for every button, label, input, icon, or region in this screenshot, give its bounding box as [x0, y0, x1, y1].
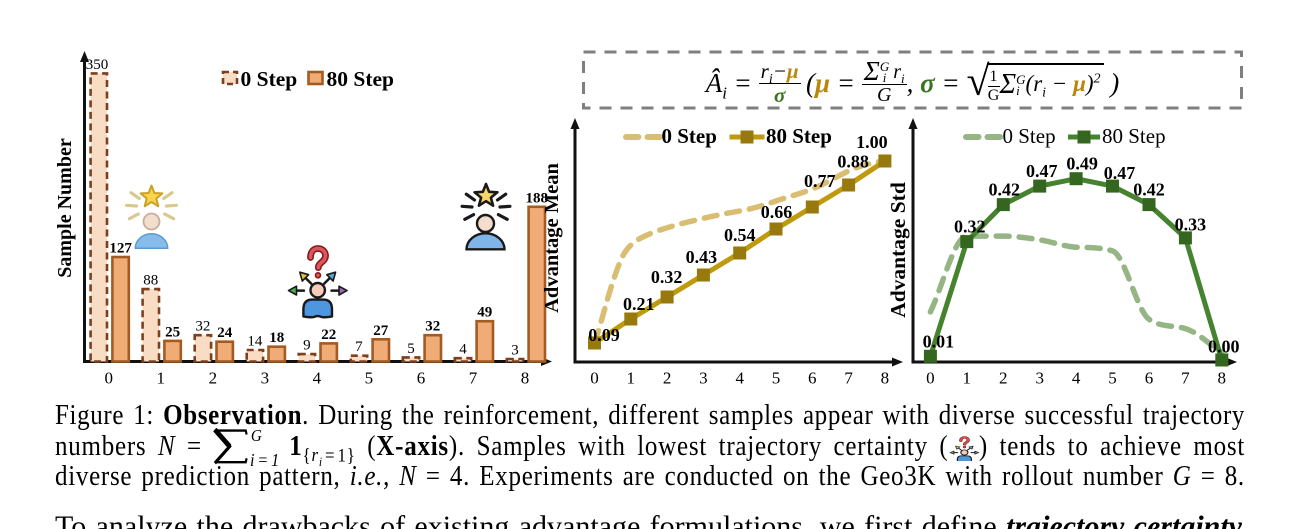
- svg-text:7: 7: [355, 339, 363, 355]
- svg-text:2: 2: [209, 369, 218, 388]
- svg-text:6: 6: [808, 369, 817, 388]
- svg-text:2: 2: [999, 369, 1008, 388]
- svg-text:0.47: 0.47: [1026, 161, 1058, 181]
- svg-text:88: 88: [143, 273, 158, 289]
- svg-text:32: 32: [425, 319, 440, 335]
- svg-text:25: 25: [165, 324, 180, 340]
- svg-text:5: 5: [365, 369, 374, 388]
- svg-text:3: 3: [1035, 369, 1044, 388]
- svg-text:80 Step: 80 Step: [327, 67, 395, 91]
- svg-text:0.01: 0.01: [923, 331, 955, 351]
- svg-text:3: 3: [511, 343, 519, 359]
- svg-text:0.66: 0.66: [761, 202, 793, 222]
- svg-text:0.54: 0.54: [724, 225, 756, 245]
- svg-text:0: 0: [926, 369, 935, 388]
- svg-text:5: 5: [407, 341, 415, 357]
- svg-text:Advantage Std: Advantage Std: [886, 182, 910, 318]
- svg-text:350: 350: [86, 57, 109, 73]
- svg-text:0.88: 0.88: [837, 152, 869, 172]
- svg-text:0.77: 0.77: [804, 171, 836, 191]
- svg-text:32: 32: [195, 319, 210, 335]
- svg-text:9: 9: [303, 338, 311, 354]
- svg-text:27: 27: [373, 323, 389, 339]
- svg-text:4: 4: [313, 369, 322, 388]
- svg-text:4: 4: [735, 369, 744, 388]
- svg-text:0.42: 0.42: [989, 180, 1021, 200]
- svg-text:18: 18: [269, 330, 284, 346]
- svg-text:8: 8: [521, 369, 530, 388]
- svg-text:0.33: 0.33: [1175, 214, 1207, 234]
- svg-text:0.42: 0.42: [1133, 180, 1165, 200]
- svg-text:127: 127: [109, 241, 132, 257]
- svg-text:1: 1: [963, 369, 972, 388]
- svg-text:0.00: 0.00: [1208, 337, 1240, 357]
- svg-text:0 Step: 0 Step: [662, 124, 717, 148]
- svg-text:0: 0: [105, 369, 114, 388]
- svg-text:3: 3: [261, 369, 270, 388]
- svg-text:0.32: 0.32: [954, 217, 986, 237]
- svg-text:7: 7: [1181, 369, 1190, 388]
- svg-text:0.09: 0.09: [588, 325, 620, 345]
- svg-text:3: 3: [699, 369, 708, 388]
- svg-text:2: 2: [663, 369, 672, 388]
- svg-text:0 Step: 0 Step: [241, 67, 298, 91]
- svg-text:80 Step: 80 Step: [766, 124, 832, 148]
- svg-text:188: 188: [526, 190, 549, 206]
- svg-text:8: 8: [881, 369, 890, 388]
- svg-text:0.49: 0.49: [1066, 154, 1098, 174]
- svg-text:7: 7: [469, 369, 478, 388]
- svg-text:0.32: 0.32: [651, 267, 683, 287]
- svg-text:0.43: 0.43: [686, 247, 718, 267]
- svg-text:1.00: 1.00: [856, 132, 888, 152]
- svg-text:5: 5: [772, 369, 781, 388]
- svg-text:4: 4: [459, 342, 467, 358]
- svg-text:1: 1: [157, 369, 166, 388]
- svg-text:0.21: 0.21: [623, 294, 655, 314]
- svg-text:0 Step: 0 Step: [1003, 124, 1056, 148]
- svg-text:24: 24: [217, 325, 233, 341]
- svg-text:0.47: 0.47: [1104, 163, 1136, 183]
- svg-text:6: 6: [1145, 369, 1154, 388]
- svg-text:14: 14: [247, 334, 263, 350]
- svg-text:5: 5: [1108, 369, 1117, 388]
- svg-text:0: 0: [590, 369, 599, 388]
- svg-text:22: 22: [321, 327, 336, 343]
- svg-text:8: 8: [1218, 369, 1227, 388]
- svg-text:Advantage Mean: Advantage Mean: [541, 163, 563, 313]
- svg-text:7: 7: [844, 369, 853, 388]
- svg-text:6: 6: [417, 369, 426, 388]
- svg-text:Sample Number: Sample Number: [54, 138, 76, 278]
- svg-text:1: 1: [627, 369, 636, 388]
- svg-text:80 Step: 80 Step: [1102, 124, 1166, 148]
- svg-text:4: 4: [1072, 369, 1081, 388]
- svg-text:49: 49: [477, 305, 492, 321]
